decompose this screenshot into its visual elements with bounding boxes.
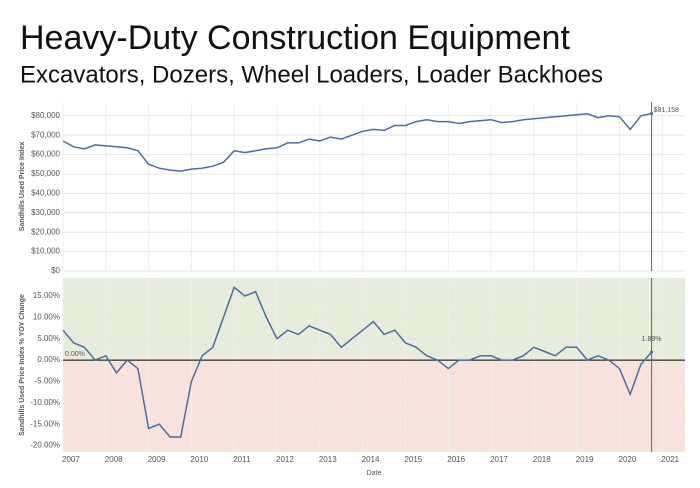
zero-line-label: 0.00% bbox=[65, 351, 85, 358]
negative-band bbox=[63, 360, 685, 452]
x-tick-label: 2012 bbox=[276, 455, 294, 464]
series-line bbox=[62, 112, 652, 172]
y-tick-label: $0 bbox=[51, 266, 60, 275]
y-tick-label: 10.00% bbox=[33, 312, 60, 321]
x-tick-label: 2018 bbox=[533, 455, 551, 464]
x-tick-label: 2009 bbox=[148, 455, 166, 464]
annotation-label: 1.89% bbox=[642, 336, 662, 343]
x-axis-label: Date bbox=[367, 470, 382, 477]
x-tick-label: 2013 bbox=[319, 455, 337, 464]
annotation-point bbox=[650, 350, 654, 354]
y-tick-label: $80,000 bbox=[31, 111, 60, 120]
y-axis-label: Sandhills Used Price Index bbox=[19, 142, 26, 232]
series-line bbox=[62, 286, 653, 438]
x-tick-label: 2017 bbox=[490, 455, 508, 464]
y-tick-label: -20.00% bbox=[30, 441, 60, 450]
x-tick-label: 2015 bbox=[404, 455, 422, 464]
x-tick-label: 2021 bbox=[661, 455, 679, 464]
positive-band bbox=[63, 278, 685, 361]
y-tick-label: $20,000 bbox=[31, 227, 60, 236]
x-tick-label: 2008 bbox=[105, 455, 123, 464]
x-tick-label: 2011 bbox=[233, 455, 251, 464]
y-tick-label: $60,000 bbox=[31, 150, 60, 159]
y-tick-label: -10.00% bbox=[30, 398, 60, 407]
x-tick-label: 2010 bbox=[190, 455, 208, 464]
y-tick-label: $50,000 bbox=[31, 169, 60, 178]
x-tick-label: 2020 bbox=[619, 455, 637, 464]
annotation-point bbox=[650, 112, 654, 116]
x-tick-label: 2019 bbox=[576, 455, 594, 464]
y-tick-label: $10,000 bbox=[31, 247, 60, 256]
annotation-label: $81,158 bbox=[654, 107, 679, 114]
x-tick-label: 2016 bbox=[447, 455, 465, 464]
x-tick-label: 2014 bbox=[362, 455, 380, 464]
y-tick-label: 15.00% bbox=[33, 291, 60, 300]
y-tick-label: 0.00% bbox=[37, 355, 60, 364]
title: Heavy-Duty Construction Equipment bbox=[20, 19, 570, 57]
subtitle: Excavators, Dozers, Wheel Loaders, Loade… bbox=[20, 61, 603, 88]
y-tick-label: -15.00% bbox=[30, 419, 60, 428]
y-tick-label: 5.00% bbox=[37, 334, 60, 343]
y-tick-label: $70,000 bbox=[31, 130, 60, 139]
y-tick-label: $40,000 bbox=[31, 188, 60, 197]
x-tick-label: 2007 bbox=[62, 455, 80, 464]
y-tick-label: -5.00% bbox=[35, 377, 60, 386]
y-axis-label: Sandhills Used Price Index % YOY Change bbox=[19, 294, 26, 436]
y-tick-label: $30,000 bbox=[31, 208, 60, 217]
